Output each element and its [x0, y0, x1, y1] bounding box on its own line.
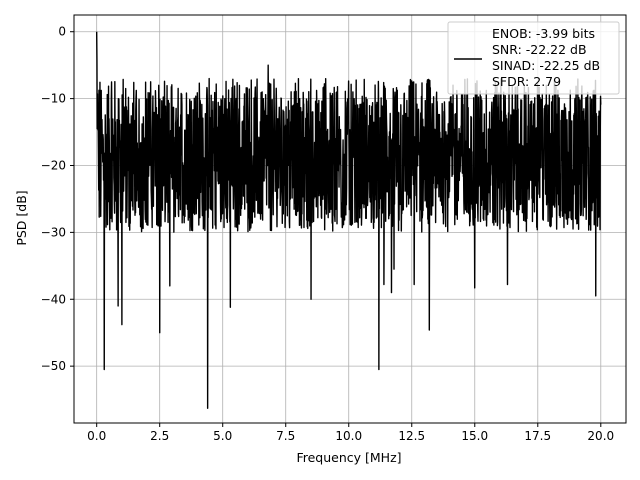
plot-area	[95, 31, 602, 409]
legend-text-line: SNR: -22.22 dB	[492, 42, 587, 57]
legend-text-line: ENOB: -3.99 bits	[492, 26, 595, 41]
y-tick-label: −30	[41, 225, 66, 239]
x-tick-label: 12.5	[398, 429, 425, 443]
x-axis-label: Frequency [MHz]	[296, 450, 401, 465]
legend-box	[447, 21, 620, 95]
y-tick-label: −10	[41, 92, 66, 106]
legend-text-line: SINAD: -22.25 dB	[492, 58, 600, 73]
y-tick-label: −40	[41, 292, 66, 306]
x-tick-label: 20.0	[587, 429, 614, 443]
x-tick-label: 7.5	[276, 429, 295, 443]
axes: 0.0 2.5 5.0 7.5 10.0 12.5 15.0 17.5 20.0 0 −10 −20 −…	[41, 14, 627, 443]
y-tick-label: −50	[41, 359, 66, 373]
y-tick-label: −20	[41, 158, 66, 172]
x-tick-label: 10.0	[335, 429, 362, 443]
axes-frame	[73, 14, 627, 424]
y-axis-label: PSD [dB]	[14, 190, 29, 245]
y-tick-label: 0	[58, 25, 66, 39]
x-tick-label: 17.5	[524, 429, 551, 443]
x-tick-label: 15.0	[461, 429, 488, 443]
x-tick-label: 0.0	[87, 429, 106, 443]
legend-text-line: SFDR: 2.79	[492, 74, 561, 89]
x-tick-label: 2.5	[150, 429, 169, 443]
psd-series-line	[95, 31, 602, 409]
x-tick-label: 5.0	[213, 429, 232, 443]
